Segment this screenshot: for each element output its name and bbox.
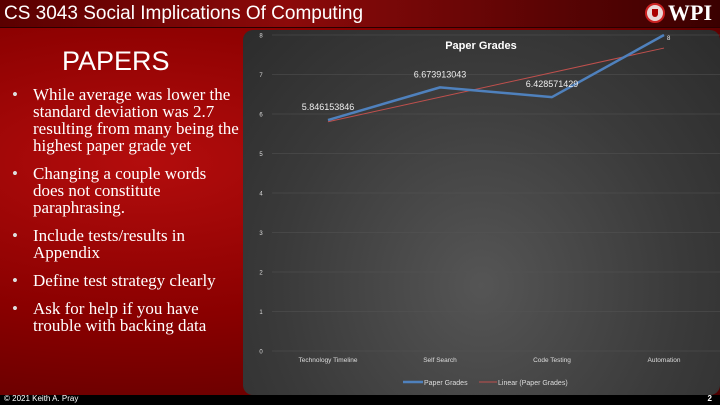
legend: Paper Grades Linear (Paper Grades) bbox=[403, 380, 568, 387]
data-label: 6.428571429 bbox=[526, 79, 579, 89]
slide-header: CS 3043 Social Implications Of Computing… bbox=[0, 0, 720, 28]
y-tick-label: 2 bbox=[259, 271, 263, 277]
slide-heading: PAPERS bbox=[62, 46, 170, 76]
x-tick-label: Automation bbox=[648, 357, 681, 364]
bullet-item: Ask for help if you have trouble with ba… bbox=[8, 300, 240, 334]
trendline bbox=[327, 47, 665, 123]
page-number: 2 bbox=[707, 394, 712, 403]
y-tick-label: 6 bbox=[259, 113, 263, 119]
bullet-list: While average was lower the standard dev… bbox=[8, 86, 240, 345]
y-tick-label: 1 bbox=[259, 310, 263, 316]
y-tick-label: 4 bbox=[259, 192, 263, 198]
y-tick-label: 7 bbox=[259, 73, 263, 79]
series-line-paper-grades bbox=[327, 33, 665, 122]
y-tick-label: 3 bbox=[259, 231, 263, 237]
paper-grades-chart: Paper Grades 0 1 2 3 4 5 6 7 8 Technology Timelin… bbox=[243, 30, 720, 395]
chart-title: Paper Grades bbox=[445, 40, 517, 52]
seal-icon bbox=[645, 3, 665, 23]
y-tick-label: 0 bbox=[259, 350, 263, 356]
legend-label-trendline: Linear (Paper Grades) bbox=[498, 380, 568, 387]
wpi-logo: WPI bbox=[645, 2, 712, 24]
slide-footer: © 2021 Keith A. Pray 2 bbox=[0, 394, 720, 405]
y-tick-label: 5 bbox=[259, 152, 263, 158]
y-tick-label: 8 bbox=[259, 34, 263, 40]
course-title: CS 3043 Social Implications Of Computing bbox=[4, 3, 364, 24]
x-tick-label: Code Testing bbox=[533, 357, 571, 364]
bullet-item: Include tests/results in Appendix bbox=[8, 227, 240, 261]
data-label: 5.846153846 bbox=[302, 102, 355, 112]
copyright: © 2021 Keith A. Pray bbox=[4, 394, 79, 403]
bullet-item: Changing a couple words does not constit… bbox=[8, 165, 240, 216]
bullet-item: Define test strategy clearly bbox=[8, 272, 240, 289]
logo-text: WPI bbox=[668, 0, 712, 25]
bullet-item: While average was lower the standard dev… bbox=[8, 86, 240, 154]
x-tick-label: Self Search bbox=[423, 357, 457, 364]
legend-label-paper-grades: Paper Grades bbox=[424, 380, 468, 387]
x-tick-label: Technology Timeline bbox=[299, 357, 358, 364]
data-label: 8 bbox=[667, 36, 671, 42]
chart-svg: Paper Grades 0 1 2 3 4 5 6 7 8 Technology Timelin… bbox=[259, 33, 720, 387]
data-label: 6.673913043 bbox=[414, 69, 467, 79]
